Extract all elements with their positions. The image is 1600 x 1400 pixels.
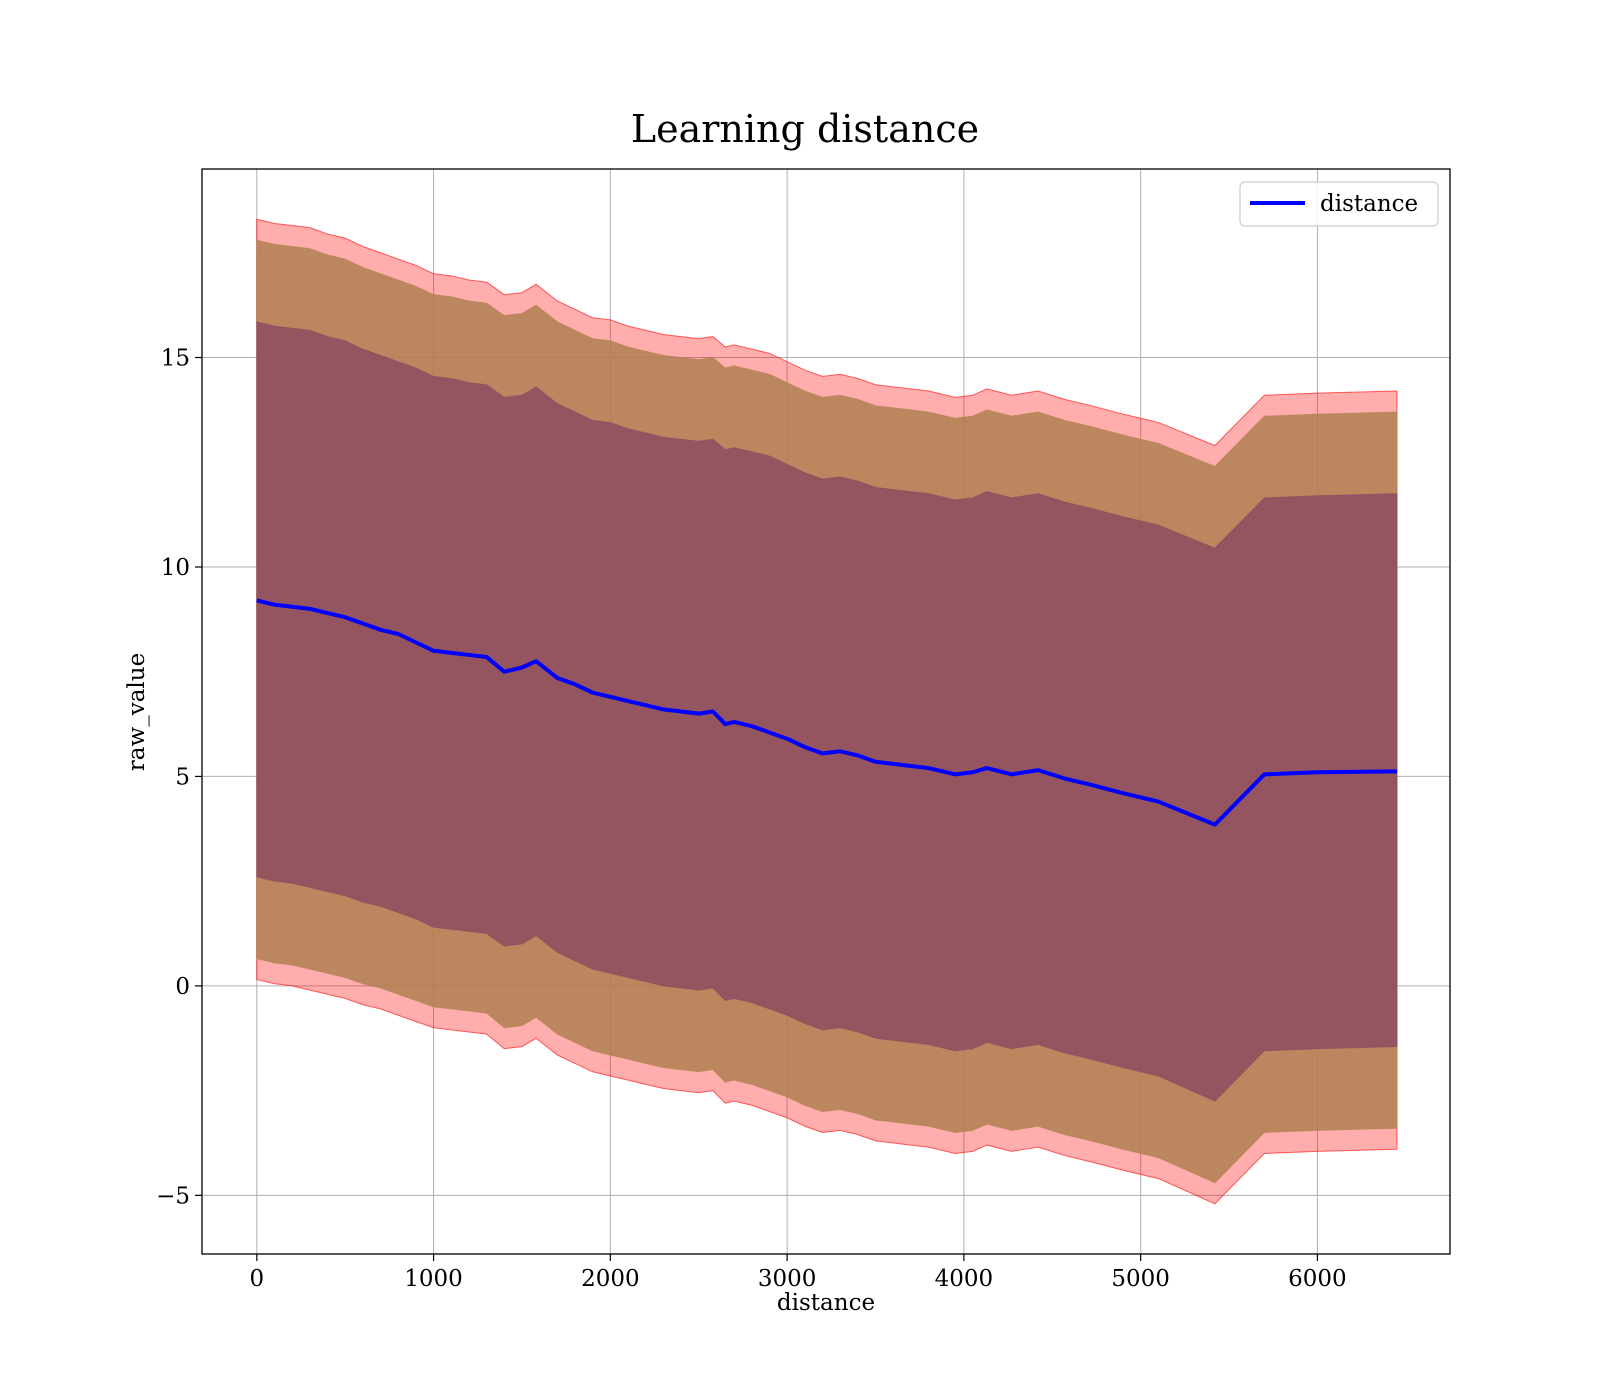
x-tick-label: 6000 (1288, 1266, 1347, 1292)
y-tick-label: −5 (156, 1183, 190, 1209)
x-tick-label: 3000 (758, 1266, 817, 1292)
y-axis-label: raw_value (124, 653, 150, 771)
y-axis-ticks: −5 0 5 10 15 (156, 346, 202, 1209)
series-lines (256, 598, 1397, 827)
y-tick-label: 0 (175, 974, 190, 1000)
x-tick-label: 5000 (1111, 1266, 1170, 1292)
plot-area-frame (201, 168, 1451, 1255)
x-tick-label: 4000 (935, 1266, 994, 1292)
x-tick-label: 0 (249, 1266, 264, 1292)
legend-label-distance: distance (1320, 191, 1418, 217)
x-tick-label: 2000 (581, 1266, 640, 1292)
legend: distance (1239, 181, 1439, 227)
x-axis-label: distance (777, 1290, 875, 1316)
legend-box (1239, 181, 1439, 227)
confidence-bands (256, 218, 1398, 1205)
y-tick-label: 10 (161, 555, 190, 581)
series-line-distance (256, 598, 1397, 827)
x-axis-ticks: 0 1000 2000 3000 4000 5000 6000 (249, 1254, 1347, 1292)
y-tick-label: 15 (161, 346, 190, 372)
y-tick-label: 5 (175, 764, 190, 790)
chart-title: Learning distance (631, 107, 979, 151)
band-inner (256, 321, 1398, 1102)
x-tick-label: 1000 (404, 1266, 463, 1292)
